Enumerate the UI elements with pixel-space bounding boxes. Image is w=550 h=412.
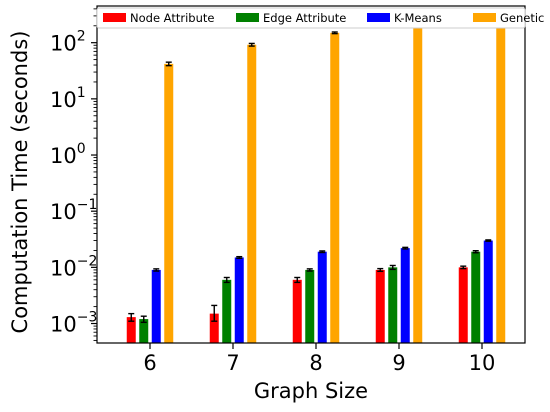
legend-entry: Genetic <box>473 11 544 25</box>
legend-swatch <box>103 13 126 22</box>
bar <box>247 44 257 343</box>
bar <box>413 24 423 343</box>
legend-box <box>96 7 526 29</box>
error-bar <box>306 268 313 272</box>
error-bar <box>402 246 409 250</box>
bar <box>139 319 149 343</box>
x-tick-label: 10 <box>469 351 496 375</box>
bar <box>305 269 315 343</box>
error-bar <box>460 265 467 270</box>
legend-entry: Edge Attribute <box>236 11 346 25</box>
error-bar <box>165 61 172 67</box>
y-axis-title: Computation Time (seconds) <box>8 31 32 334</box>
error-bar <box>389 264 396 271</box>
y-tick-label: 101 <box>50 85 86 112</box>
bar <box>496 14 506 343</box>
error-bars-layer <box>128 13 504 324</box>
legend-label: K-Means <box>394 11 442 25</box>
bar <box>471 251 481 343</box>
legend-label: Genetic <box>500 11 544 25</box>
y-tick-label: 10−3 <box>50 310 97 337</box>
error-bar <box>294 276 301 284</box>
bar <box>234 257 244 343</box>
x-axis: 6 7 8 9 10 <box>143 343 495 375</box>
y-tick-label: 102 <box>50 29 86 56</box>
error-bar <box>223 276 230 284</box>
bar <box>317 251 327 343</box>
y-tick-label: 100 <box>50 141 86 168</box>
error-bar <box>331 31 338 35</box>
plot-frame <box>96 5 526 344</box>
bar <box>126 317 136 343</box>
y-axis: 10−3 10−2 10−1 100 101 102 <box>50 8 97 341</box>
legend-entry: Node Attribute <box>103 11 214 25</box>
error-bar <box>472 249 479 254</box>
bar <box>222 279 232 343</box>
bar <box>330 32 340 343</box>
legend-swatch <box>473 13 496 22</box>
bar <box>400 248 410 343</box>
x-axis-title: Graph Size <box>254 379 368 403</box>
legend: Node Attribute Edge Attribute K-Means Genet… <box>96 7 544 29</box>
error-bar <box>248 42 255 47</box>
error-bar <box>485 239 492 242</box>
bars-layer <box>126 14 506 343</box>
y-tick-label: 10−1 <box>50 197 97 224</box>
x-tick-label: 7 <box>226 351 239 375</box>
bar <box>483 240 493 343</box>
y-tick-label: 10−2 <box>50 253 97 280</box>
bar <box>375 269 385 343</box>
error-bar <box>128 312 135 322</box>
bar <box>209 313 219 343</box>
error-bar <box>153 268 160 272</box>
bar <box>458 267 468 343</box>
legend-entry: K-Means <box>367 11 442 25</box>
x-tick-label: 9 <box>392 351 405 375</box>
error-bar <box>319 250 326 254</box>
legend-label: Node Attribute <box>130 11 214 25</box>
error-bar <box>236 255 243 259</box>
legend-label: Edge Attribute <box>263 11 346 25</box>
bar <box>164 63 174 343</box>
legend-swatch <box>236 13 259 22</box>
error-bar <box>211 304 218 322</box>
x-tick-label: 8 <box>309 351 322 375</box>
x-tick-label: 6 <box>143 351 156 375</box>
legend-swatch <box>367 13 390 22</box>
error-bar <box>377 267 384 273</box>
bar <box>292 279 302 343</box>
bar <box>388 267 398 343</box>
error-bar <box>140 315 147 324</box>
bar <box>151 269 161 343</box>
